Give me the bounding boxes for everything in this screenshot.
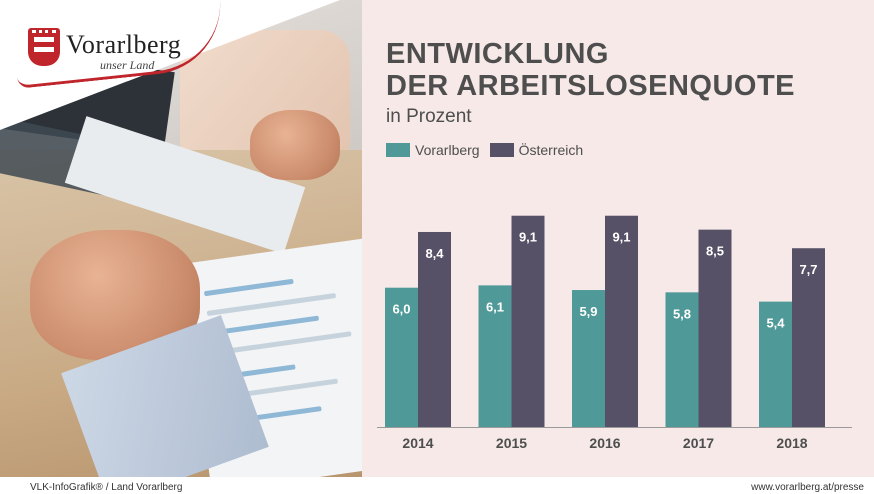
- logo-tagline: unser Land: [100, 58, 155, 72]
- data-label-oesterreich-2017: 8,5: [706, 244, 724, 259]
- chart-title-line1: ENTWICKLUNG: [386, 38, 609, 70]
- legend-swatch-oesterreich: [489, 143, 514, 157]
- data-label-vorarlberg-2017: 5,8: [673, 306, 691, 321]
- chart-title: ENTWICKLUNG DER ARBEITSLOSENQUOTE: [386, 38, 795, 102]
- legend-item-oesterreich: Österreich: [489, 142, 584, 158]
- chart-legend: Vorarlberg Österreich: [386, 142, 593, 158]
- legend-label-oesterreich: Österreich: [518, 142, 584, 158]
- bar-vorarlberg-2014: [385, 287, 418, 427]
- bar-oesterreich-2016: [605, 215, 638, 427]
- bar-oesterreich-2018: [792, 248, 825, 427]
- data-label-oesterreich-2016: 9,1: [612, 230, 630, 245]
- chart-panel: ENTWICKLUNG DER ARBEITSLOSENQUOTE in Pro…: [362, 0, 874, 477]
- x-tick-label-2017: 2017: [683, 435, 714, 451]
- logo-name: Vorarlberg: [66, 30, 182, 59]
- chart-subtitle: in Prozent: [386, 106, 472, 127]
- legend-swatch-vorarlberg: [386, 143, 410, 157]
- bar-chart: 6,0 8,4 2014 6,1 9,1 2015 5,9 9,1 2016 5,8 8,5 2017…: [377, 215, 852, 451]
- x-tick-label-2015: 2015: [496, 435, 527, 451]
- chart-title-line2: DER ARBEITSLOSENQUOTE: [386, 70, 796, 102]
- data-label-vorarlberg-2016: 5,9: [579, 304, 597, 319]
- footer-url: www.vorarlberg.at/presse: [751, 482, 864, 493]
- bar-oesterreich-2017: [698, 229, 732, 427]
- data-label-vorarlberg-2014: 6,0: [392, 302, 410, 317]
- bar-vorarlberg-2017: [665, 292, 699, 427]
- legend-item-vorarlberg: Vorarlberg: [386, 142, 480, 158]
- coat-of-arms-icon: [28, 28, 60, 66]
- data-label-vorarlberg-2015: 6,1: [486, 299, 504, 314]
- x-tick-label-2014: 2014: [402, 435, 433, 451]
- x-tick-label-2018: 2018: [776, 435, 807, 451]
- data-label-oesterreich-2018: 7,7: [799, 262, 817, 277]
- bar-vorarlberg-2015: [478, 285, 512, 427]
- x-tick-label-2016: 2016: [589, 435, 620, 451]
- footer: VLK-InfoGrafik® / Land Vorarlberg www.vo…: [0, 477, 874, 494]
- footer-credit: VLK-InfoGrafik® / Land Vorarlberg: [30, 482, 183, 493]
- data-label-vorarlberg-2018: 5,4: [766, 316, 785, 331]
- data-label-oesterreich-2015: 9,1: [519, 230, 537, 245]
- bar-vorarlberg-2018: [759, 301, 792, 427]
- legend-label-vorarlberg: Vorarlberg: [415, 142, 480, 158]
- bar-oesterreich-2014: [418, 231, 451, 427]
- photo-hand-gesture: [250, 110, 340, 180]
- bar-vorarlberg-2016: [572, 290, 605, 427]
- background-photo: [0, 0, 362, 477]
- bar-oesterreich-2015: [511, 215, 545, 427]
- data-label-oesterreich-2014: 8,4: [425, 246, 444, 261]
